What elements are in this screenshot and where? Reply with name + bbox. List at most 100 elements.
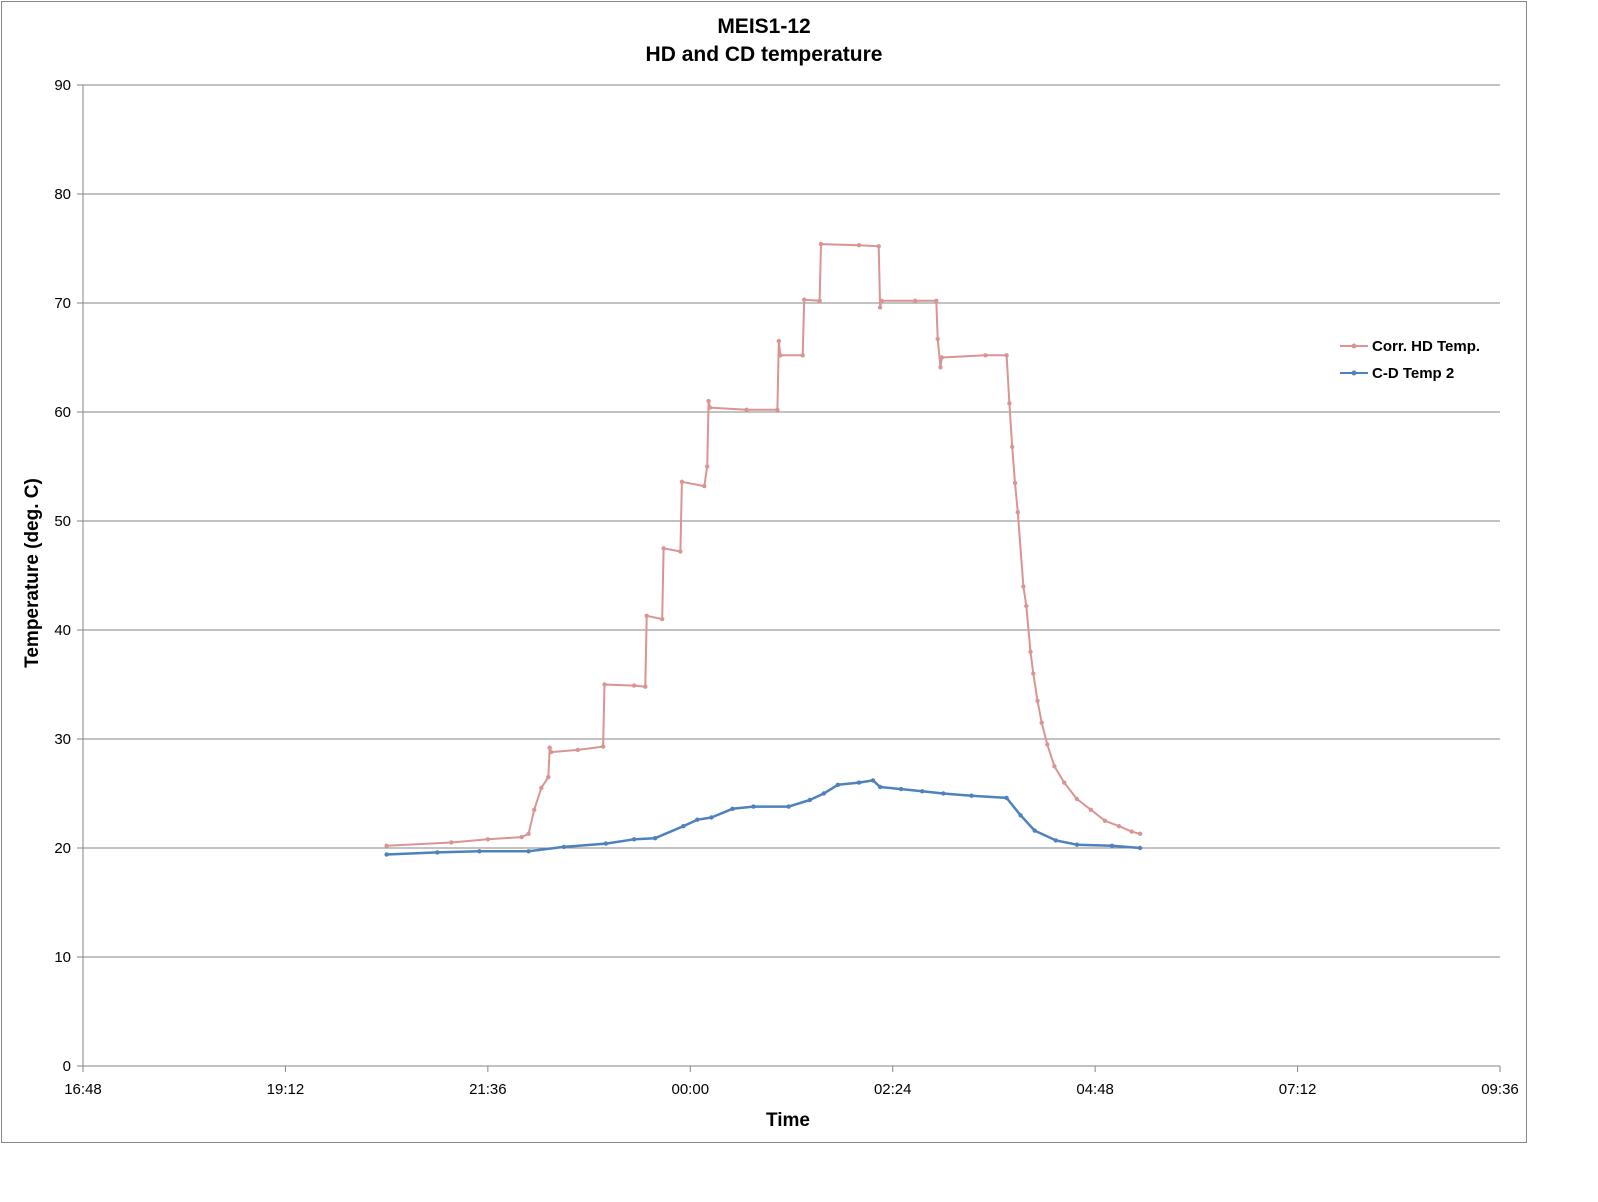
data-point — [835, 782, 841, 787]
data-point — [1074, 842, 1080, 847]
data-point — [775, 407, 780, 412]
y-axis-ticks: 0 10 20 30 40 50 60 70 80 90 — [54, 77, 83, 1075]
series-line-cd-temp-2 — [386, 779, 1141, 856]
y-tick-label: 70 — [54, 295, 71, 312]
data-point — [519, 834, 524, 840]
data-point — [526, 831, 531, 836]
data-point — [631, 837, 637, 842]
data-point — [709, 815, 714, 820]
data-point — [934, 298, 939, 303]
chart-subtitle: HD and CD temperature — [646, 43, 883, 66]
legend-label: C-D Temp 2 — [1372, 365, 1454, 382]
data-point — [678, 549, 683, 554]
series-group — [384, 241, 1143, 857]
data-point — [1024, 603, 1029, 609]
data-point — [856, 243, 862, 248]
data-point — [1032, 828, 1037, 833]
data-point — [800, 353, 805, 358]
y-tick-label: 80 — [54, 186, 71, 203]
data-point — [939, 355, 945, 360]
data-point — [876, 244, 881, 249]
y-tick-label: 0 — [63, 1058, 71, 1075]
legend-marker — [1351, 343, 1357, 349]
data-point — [644, 613, 649, 618]
data-point — [681, 824, 686, 829]
data-point — [1137, 845, 1143, 851]
data-point — [449, 840, 454, 845]
data-point — [983, 353, 988, 358]
data-point — [1137, 831, 1143, 836]
data-point — [807, 797, 812, 803]
legend: Corr. HD Temp. C-D Temp 2 — [1340, 338, 1480, 382]
x-tick-label: 09:36 — [1481, 1081, 1519, 1098]
data-point — [1010, 444, 1015, 450]
data-point — [1045, 742, 1050, 747]
data-point — [879, 298, 884, 303]
data-point — [1053, 838, 1059, 843]
y-tick-label: 60 — [54, 404, 71, 421]
data-point — [546, 774, 551, 780]
data-point — [1035, 698, 1040, 703]
data-point — [547, 745, 552, 750]
data-point — [898, 786, 904, 792]
data-point — [877, 305, 883, 310]
data-point — [631, 683, 637, 688]
data-point — [1012, 480, 1018, 486]
data-point — [695, 817, 700, 822]
data-point — [938, 365, 943, 370]
data-point — [913, 298, 918, 303]
data-point — [778, 353, 783, 358]
data-point — [877, 784, 883, 790]
data-point — [1116, 824, 1122, 829]
data-point — [1102, 818, 1108, 823]
x-tick-label: 07:12 — [1279, 1081, 1317, 1098]
data-point — [817, 298, 822, 303]
data-point — [1039, 720, 1044, 725]
data-point — [532, 807, 537, 812]
x-axis-title: Time — [766, 1110, 810, 1131]
data-point — [602, 682, 607, 687]
data-point — [679, 479, 685, 484]
data-point — [1074, 796, 1080, 802]
y-tick-label: 40 — [54, 622, 71, 639]
chart-title: MEIS1-12 — [717, 15, 810, 38]
data-point — [706, 398, 711, 404]
data-point — [526, 849, 531, 854]
data-point — [661, 546, 666, 551]
data-point — [1109, 843, 1115, 848]
data-point — [705, 464, 710, 469]
data-point — [730, 806, 735, 811]
data-point — [702, 483, 707, 489]
data-point — [920, 789, 925, 794]
data-point — [856, 780, 862, 785]
y-axis-title: Temperature (deg. C) — [22, 478, 43, 668]
data-point — [384, 843, 389, 848]
y-tick-label: 90 — [54, 77, 71, 94]
data-point — [1062, 780, 1067, 785]
data-point — [600, 744, 606, 749]
data-point — [1129, 829, 1134, 834]
data-point — [652, 836, 658, 841]
data-point — [575, 747, 580, 753]
series-line-corr-hd-temp — [386, 243, 1141, 847]
data-point — [1052, 764, 1057, 769]
data-point — [548, 749, 554, 755]
data-point — [1007, 401, 1012, 406]
data-point — [1004, 353, 1009, 358]
gridlines — [82, 84, 1500, 1067]
data-point — [821, 791, 826, 796]
data-point — [384, 852, 389, 857]
data-point — [751, 804, 756, 809]
data-point — [707, 405, 713, 410]
data-point — [969, 793, 974, 798]
legend-label: Corr. HD Temp. — [1372, 338, 1480, 355]
data-point — [870, 778, 876, 783]
data-point — [786, 804, 791, 809]
data-point — [744, 407, 749, 412]
data-point — [1015, 510, 1020, 515]
data-point — [802, 297, 807, 302]
y-tick-label: 10 — [54, 949, 71, 966]
data-point — [1088, 807, 1094, 812]
x-tick-label: 02:24 — [874, 1081, 912, 1098]
